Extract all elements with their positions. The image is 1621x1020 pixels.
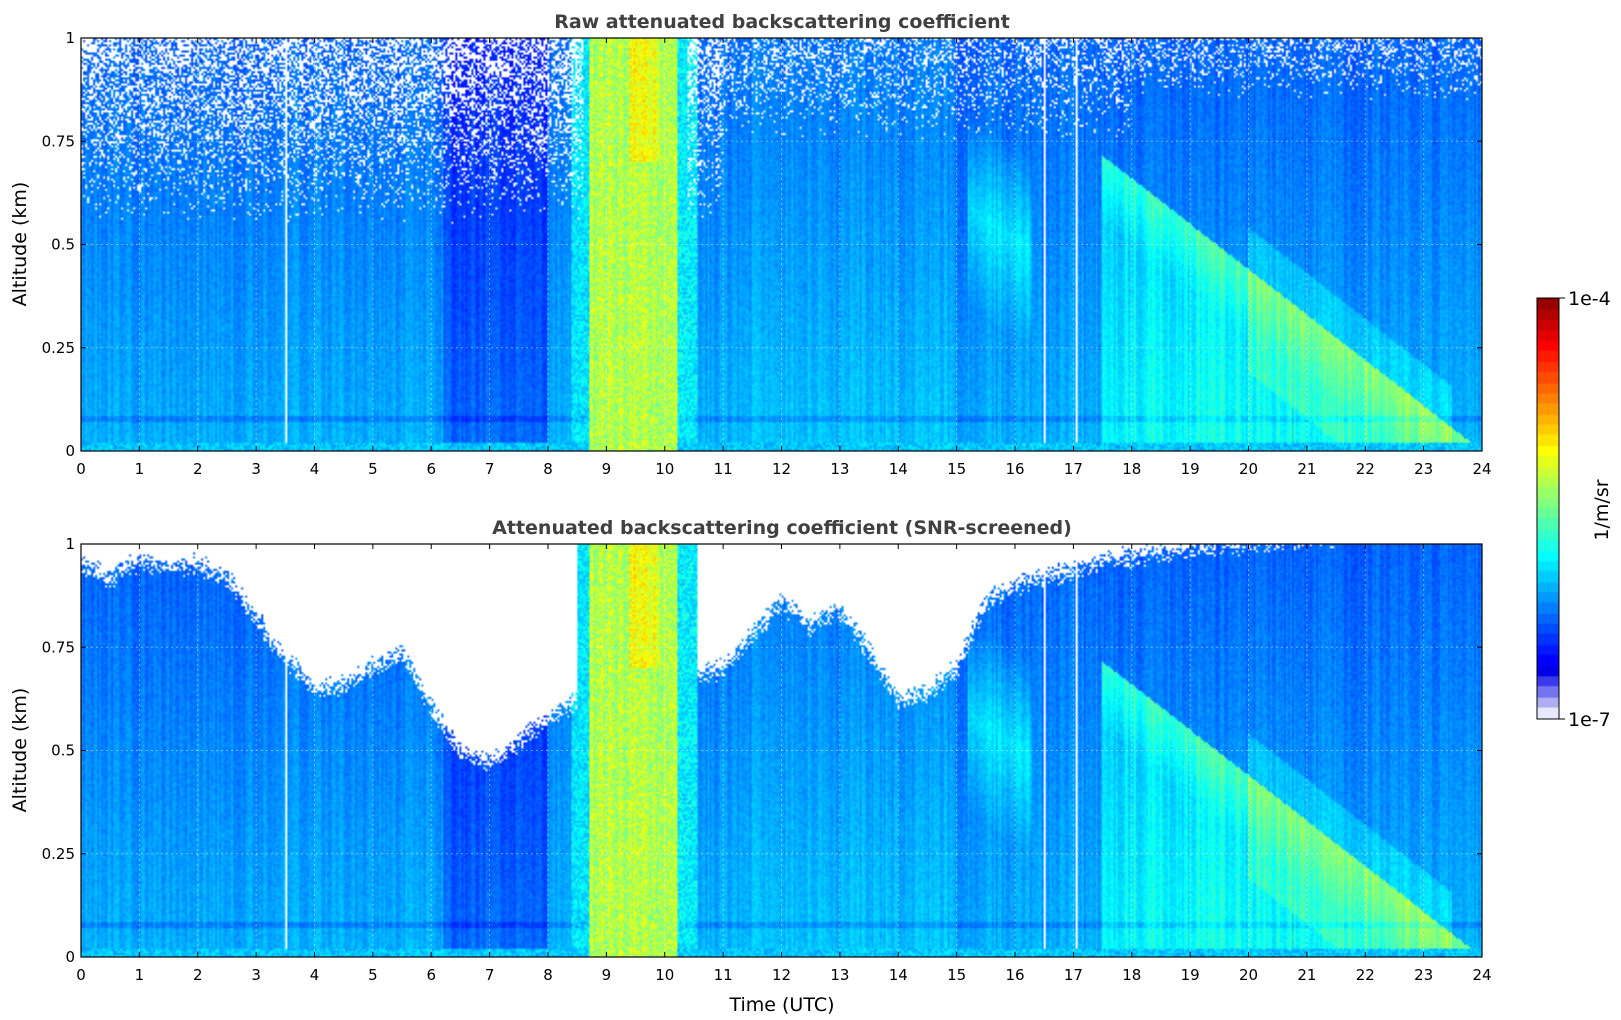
x-tick-label: 7 — [485, 966, 495, 984]
x-tick-label: 24 — [1472, 460, 1491, 478]
x-tick-label: 17 — [1064, 966, 1083, 984]
y-tick-label: 0.5 — [51, 236, 75, 254]
x-tick-label: 2 — [193, 460, 203, 478]
panel-raw-ylabel: Altitude (km) — [9, 182, 31, 307]
x-tick-label: 23 — [1414, 966, 1433, 984]
x-tick-label: 21 — [1297, 460, 1316, 478]
panel-screened-xlabel: Time (UTC) — [728, 994, 834, 1016]
panel-screened: Attenuated backscattering coefficient (S… — [9, 517, 1492, 1016]
panel-screened-x-axis: 0 1 2 3 4 5 6 7 8 9 10 11 12 13 14 15 16 17 18 19 20 21 22 23 24 — [76, 544, 1492, 984]
x-tick-label: 3 — [251, 966, 261, 984]
panel-raw-y-axis: 0 0.25 0.5 0.75 1 — [42, 29, 1482, 460]
x-tick-label: 12 — [772, 460, 791, 478]
y-tick-label: 0 — [65, 442, 75, 460]
x-tick-label: 3 — [251, 460, 261, 478]
colorbar-gradient — [1537, 298, 1559, 719]
x-tick-label: 8 — [543, 966, 553, 984]
x-tick-label: 20 — [1239, 966, 1258, 984]
x-tick-label: 18 — [1122, 460, 1141, 478]
x-tick-label: 14 — [889, 460, 908, 478]
x-tick-label: 12 — [772, 966, 791, 984]
x-tick-label: 6 — [426, 460, 436, 478]
x-tick-label: 19 — [1181, 966, 1200, 984]
y-tick-label: 1 — [65, 535, 75, 553]
x-tick-label: 2 — [193, 966, 203, 984]
x-tick-label: 24 — [1472, 966, 1491, 984]
panel-screened-ylabel: Altitude (km) — [9, 688, 31, 813]
y-tick-label: 1 — [65, 29, 75, 47]
x-tick-label: 16 — [1005, 460, 1024, 478]
y-tick-label: 0.75 — [42, 638, 75, 656]
x-tick-label: 18 — [1122, 966, 1141, 984]
panel-screened-grid — [81, 544, 1482, 957]
x-tick-label: 13 — [830, 460, 849, 478]
x-tick-label: 11 — [714, 966, 733, 984]
colorbar-max-label: 1e-4 — [1568, 288, 1611, 310]
panel-raw-x-axis: 0 1 2 3 4 5 6 7 8 9 10 11 12 13 14 15 16 17 18 19 20 21 22 23 24 — [76, 38, 1492, 478]
colorbar: 1e-4 1e-7 1/m/sr — [1536, 288, 1613, 731]
y-tick-label: 0.75 — [42, 132, 75, 150]
x-tick-label: 13 — [830, 966, 849, 984]
colorbar-frame — [1536, 297, 1560, 720]
x-tick-label: 1 — [135, 460, 145, 478]
y-tick-label: 0.5 — [51, 742, 75, 760]
x-tick-label: 10 — [655, 460, 674, 478]
x-tick-label: 1 — [135, 966, 145, 984]
x-tick-label: 11 — [714, 460, 733, 478]
x-tick-label: 20 — [1239, 460, 1258, 478]
x-tick-label: 8 — [543, 460, 553, 478]
panel-raw-heatmap — [81, 38, 1482, 451]
panel-screened-heatmap — [81, 544, 1482, 957]
colorbar-unit-label: 1/m/sr — [1591, 479, 1613, 540]
y-tick-label: 0 — [65, 948, 75, 966]
panel-screened-y-axis: 0 0.25 0.5 0.75 1 — [42, 535, 1482, 966]
x-tick-label: 9 — [602, 966, 612, 984]
x-tick-label: 19 — [1181, 460, 1200, 478]
panel-raw: Raw attenuated backscattering coefficien… — [9, 11, 1492, 478]
x-tick-label: 15 — [947, 966, 966, 984]
x-tick-label: 15 — [947, 460, 966, 478]
panel-raw-title: Raw attenuated backscattering coefficien… — [554, 11, 1010, 33]
x-tick-label: 23 — [1414, 460, 1433, 478]
panel-screened-title: Attenuated backscattering coefficient (S… — [492, 517, 1072, 539]
y-tick-label: 0.25 — [42, 339, 75, 357]
x-tick-label: 6 — [426, 966, 436, 984]
x-tick-label: 9 — [602, 460, 612, 478]
x-tick-label: 4 — [310, 460, 320, 478]
x-tick-label: 14 — [889, 966, 908, 984]
x-tick-label: 0 — [76, 966, 86, 984]
x-tick-label: 22 — [1356, 460, 1375, 478]
x-tick-label: 5 — [368, 460, 378, 478]
panel-raw-grid — [81, 38, 1482, 451]
x-tick-label: 22 — [1356, 966, 1375, 984]
colorbar-min-label: 1e-7 — [1568, 709, 1611, 731]
x-tick-label: 5 — [368, 966, 378, 984]
x-tick-label: 17 — [1064, 460, 1083, 478]
x-tick-label: 0 — [76, 460, 86, 478]
x-tick-label: 16 — [1005, 966, 1024, 984]
x-tick-label: 21 — [1297, 966, 1316, 984]
y-tick-label: 0.25 — [42, 845, 75, 863]
x-tick-label: 7 — [485, 460, 495, 478]
x-tick-label: 4 — [310, 966, 320, 984]
x-tick-label: 10 — [655, 966, 674, 984]
